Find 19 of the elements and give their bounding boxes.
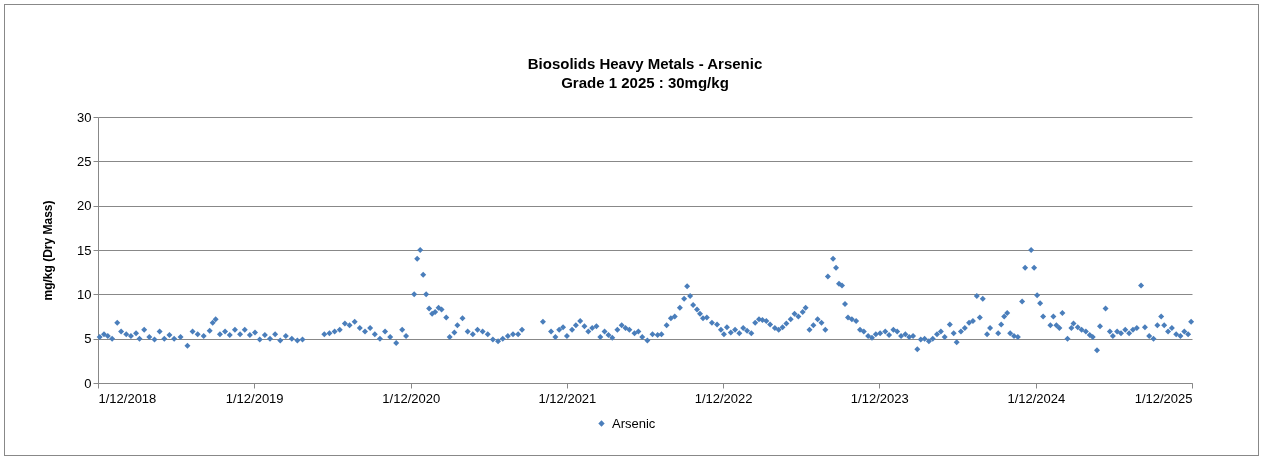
x-tick-label: 1/12/2020 [382,390,441,406]
x-tick-label: 1/12/2018 [98,390,157,406]
chart-subtitle: Grade 1 2025 : 30mg/kg [561,74,729,91]
legend-label: Arsenic [612,415,656,431]
y-tick-label: 30 [77,109,92,125]
y-tick-label: 15 [77,242,92,258]
x-tick-label: 1/12/2019 [225,390,284,406]
x-tick-label: 1/12/2021 [538,390,597,406]
x-tick-label: 1/12/2025 [1134,390,1193,406]
y-axis-title: mg/kg (Dry Mass) [41,200,56,301]
x-tick-label: 1/12/2022 [694,390,753,406]
y-tick-label: 25 [77,153,92,169]
y-tick-label: 0 [84,375,92,391]
x-tick-label: 1/12/2023 [850,390,909,406]
y-tick-label: 10 [77,286,92,302]
y-tick-label: 5 [84,331,92,347]
y-tick-label: 20 [77,198,92,214]
chart-title: Biosolids Heavy Metals - Arsenic [527,55,763,72]
x-tick-label: 1/12/2024 [1007,390,1066,406]
